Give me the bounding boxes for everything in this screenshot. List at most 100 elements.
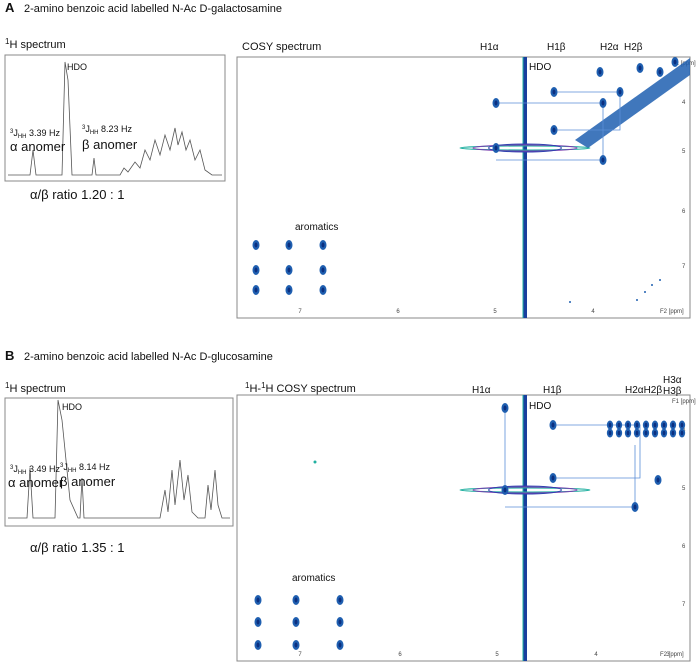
cross-peak-core xyxy=(551,475,555,481)
sup: 1 xyxy=(5,381,10,390)
cross-peak-core xyxy=(608,422,612,428)
peak-label: HDO xyxy=(62,402,82,412)
sup: 1 xyxy=(5,37,10,46)
rest: 8.14 Hz xyxy=(77,462,111,472)
x-axis-label: F2 [ppm] xyxy=(660,309,684,315)
cross-peak-core xyxy=(338,642,342,648)
x-tick-label: 6 xyxy=(398,652,402,658)
cross-peak-core xyxy=(617,430,621,436)
cross-peak-core xyxy=(338,619,342,625)
cross-peak-core xyxy=(626,422,630,428)
hdo-ridge xyxy=(488,143,562,153)
cross-peak-core xyxy=(552,89,556,95)
j: J xyxy=(13,128,18,138)
cross-peak-core xyxy=(618,89,622,95)
text: H spectrum xyxy=(9,39,65,51)
cross-peak-core xyxy=(662,430,666,436)
cross-peak-core xyxy=(635,422,639,428)
cross-peak-core xyxy=(294,619,298,625)
anomer: α anomer xyxy=(8,475,64,490)
cross-peak-core xyxy=(658,69,662,75)
sub: HH xyxy=(18,470,27,476)
cross-peak-core xyxy=(633,504,637,510)
spectrum-frame xyxy=(4,54,226,182)
peak-label: HDO xyxy=(67,62,87,72)
coupling: 3JHH 8.14 Hz xyxy=(60,462,111,474)
y-tick-label: 5 xyxy=(682,149,686,155)
ratio: α/β ratio 1.35 : 1 xyxy=(30,540,125,555)
spectrum-title: 1H spectrum xyxy=(5,381,66,395)
cross-peak-core xyxy=(254,287,258,293)
cross-peak-core xyxy=(673,59,677,65)
spectrum-trace xyxy=(8,61,222,176)
cross-peak-core xyxy=(551,422,555,428)
cross-peak-core xyxy=(680,422,684,428)
cross-peak-core xyxy=(617,422,621,428)
cosy-title: COSY spectrum xyxy=(242,41,321,53)
peak-label: H1β xyxy=(547,42,566,53)
peak-label: HDO xyxy=(529,62,551,73)
cross-peak-core xyxy=(662,422,666,428)
cross-peak-core xyxy=(256,597,260,603)
cross-peak-core xyxy=(256,619,260,625)
cross-peak-core xyxy=(608,430,612,436)
cross-peak-core xyxy=(321,267,325,273)
peak-label: H2β xyxy=(624,42,643,53)
connect-line xyxy=(553,424,641,479)
sub: HH xyxy=(18,134,27,140)
y-tick-label: 5 xyxy=(682,486,686,492)
cosy-frame xyxy=(236,56,691,319)
hdo-ridge xyxy=(459,487,591,493)
noise xyxy=(659,279,661,281)
x-tick-label: 7 xyxy=(298,309,302,315)
cross-peak-core xyxy=(338,597,342,603)
peak-label: H2α xyxy=(600,42,619,53)
cross-peak-core xyxy=(644,422,648,428)
cosy-title: 1H-1H COSY spectrum xyxy=(245,381,356,395)
spectrum-trace xyxy=(8,399,230,519)
noise xyxy=(569,301,571,303)
spectrum-title: 1H spectrum xyxy=(5,37,66,51)
layout xyxy=(4,54,691,662)
j: J xyxy=(85,124,90,134)
cross-peak-core xyxy=(552,127,556,133)
sub: HH xyxy=(68,468,77,474)
region-label: aromatics xyxy=(295,222,338,233)
cross-peak-core xyxy=(680,430,684,436)
panel-letter: A xyxy=(5,0,15,15)
cross-peak-core xyxy=(494,100,498,106)
j: J xyxy=(63,462,68,472)
cross-peak-core xyxy=(294,642,298,648)
anomer: β anomer xyxy=(60,474,116,489)
rest: 8.23 Hz xyxy=(99,124,133,134)
cross-peak-core xyxy=(638,65,642,71)
peak-label: H1α xyxy=(472,385,491,396)
cross-peak-core xyxy=(626,430,630,436)
noise xyxy=(313,460,317,464)
cross-peak-core xyxy=(287,287,291,293)
x-tick-label: 5 xyxy=(495,652,499,658)
coupling: 3JHH 3.49 Hz xyxy=(10,464,61,476)
region-label: aromatics xyxy=(292,573,335,584)
cross-peak-core xyxy=(294,597,298,603)
cross-peak-core xyxy=(256,642,260,648)
connect-line xyxy=(554,91,621,131)
cross-peak-core xyxy=(321,242,325,248)
sup: 3 xyxy=(10,465,14,471)
y-tick-label: 7 xyxy=(682,264,686,270)
hdo-ridge xyxy=(459,145,591,151)
x-tick-label: 4 xyxy=(591,309,595,315)
peak-label: H1β xyxy=(543,385,562,396)
text: H COSY spectrum xyxy=(266,383,356,395)
y-tick-label: 7 xyxy=(682,602,686,608)
x-tick-label: 5 xyxy=(493,309,497,315)
anomer: β anomer xyxy=(82,137,138,152)
cross-peak-core xyxy=(671,422,675,428)
rest: 3.39 Hz xyxy=(27,128,61,138)
rest: 3.49 Hz xyxy=(27,464,61,474)
noise xyxy=(651,284,653,286)
cross-peak-core xyxy=(321,287,325,293)
peak-label: H2αH2β xyxy=(625,385,662,396)
hdo-ridge xyxy=(472,486,578,494)
diagonal xyxy=(575,58,690,148)
